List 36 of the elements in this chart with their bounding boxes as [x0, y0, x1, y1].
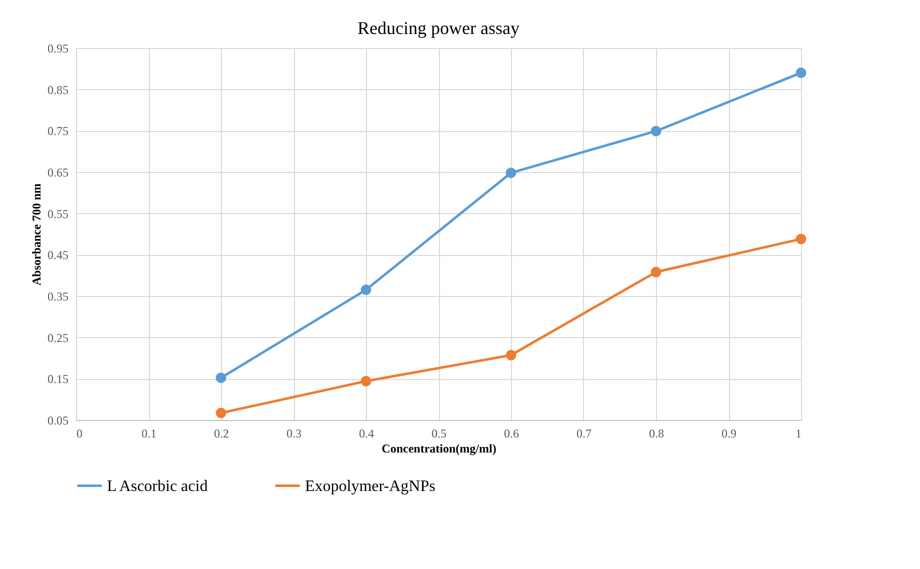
- y-tick-label: 0.55: [48, 206, 68, 221]
- x-tick-label: 0.2: [214, 426, 229, 440]
- x-tick-label: 0.6: [504, 426, 519, 440]
- legend-label: L Ascorbic acid: [107, 478, 208, 495]
- x-tick-label: 0: [76, 426, 82, 440]
- point: [216, 408, 226, 418]
- legend-label: Exopolymer-AgNPs: [305, 478, 436, 495]
- x-tick-label: 0.7: [576, 426, 592, 440]
- y-tick-label: 0.45: [48, 248, 68, 262]
- point: [796, 68, 806, 78]
- y-tick-label: 0.75: [48, 124, 68, 138]
- x-axis-title: Concentration(mg/ml): [382, 442, 496, 456]
- y-tick-label: 0.65: [48, 166, 68, 180]
- chart-title: Reducing power assay: [358, 18, 520, 38]
- point: [506, 168, 516, 178]
- point: [506, 350, 516, 360]
- point: [650, 126, 662, 136]
- x-tick-label: 0.4: [359, 426, 374, 440]
- y-tick-label: 0.95: [48, 42, 68, 56]
- point: [360, 284, 372, 296]
- x-tick-label: 1: [796, 426, 802, 440]
- y-tick-label: 0.15: [48, 372, 68, 386]
- y-tick-label: 0.25: [48, 330, 68, 345]
- point: [216, 372, 226, 384]
- x-tick-label: 0.3: [286, 426, 302, 440]
- point: [796, 234, 806, 244]
- x-tick-label: 0.9: [722, 426, 736, 440]
- y-axis-title: Absorbance 700 nm: [30, 183, 44, 286]
- x-tick-label: 0.5: [432, 426, 446, 440]
- point: [360, 376, 372, 386]
- x-tick-label: 0.8: [649, 426, 664, 440]
- y-tick-label: 0.35: [48, 290, 68, 304]
- y-tick-label: 0.05: [48, 414, 68, 428]
- x-tick-label: 0.1: [142, 426, 156, 440]
- point: [650, 266, 662, 278]
- y-tick-label: 0.85: [48, 82, 68, 97]
